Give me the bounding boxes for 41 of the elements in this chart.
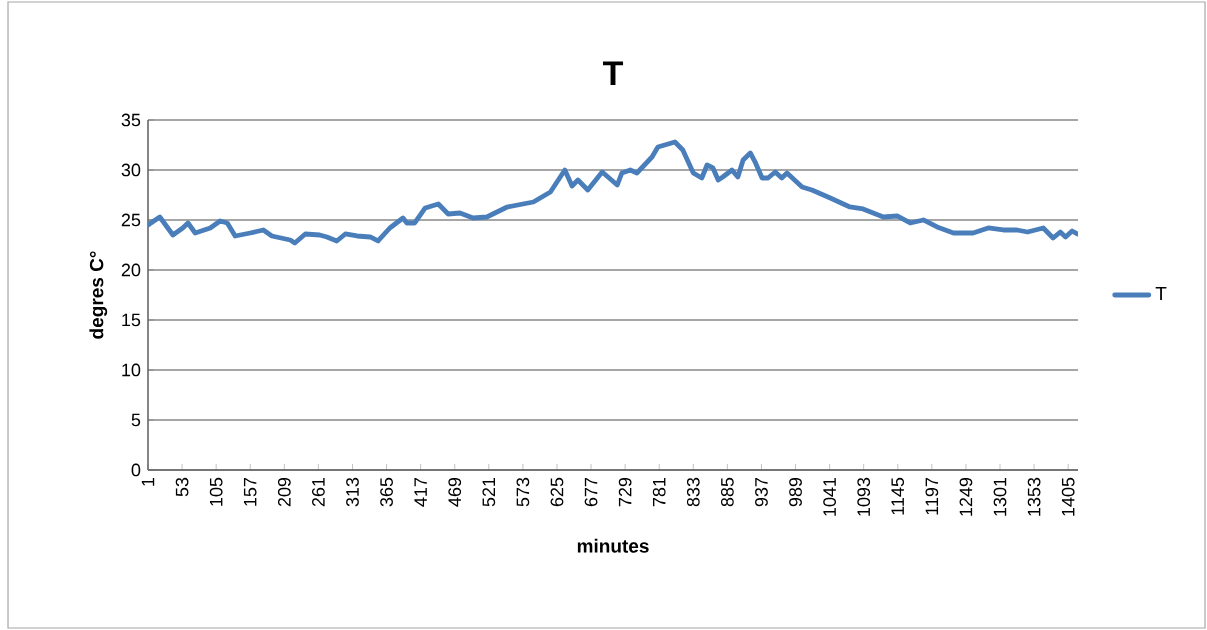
x-axis-title: minutes [577, 538, 649, 553]
x-tick-label: 105 [209, 477, 223, 506]
x-tick-label: 989 [789, 477, 802, 507]
x-tick-label: 209 [277, 477, 291, 507]
y-tick-label: 5 [131, 413, 141, 427]
y-axis-title: degres C° [89, 251, 108, 339]
x-tick-label: 417 [414, 477, 427, 507]
x-tick-label: 833 [686, 477, 700, 507]
x-tick-label: 885 [720, 477, 734, 507]
x-tick-label: 1197 [925, 477, 939, 515]
x-tick-label: 781 [652, 477, 666, 507]
x-tick-label: 1145 [891, 477, 905, 515]
x-tick-label: 1 [141, 477, 155, 486]
x-tick-label: 1249 [959, 477, 973, 516]
x-tick-label: 157 [243, 477, 257, 506]
y-tick-label: 0 [131, 463, 141, 477]
x-tick-label: 677 [584, 477, 598, 507]
x-tick-label: 1353 [1027, 477, 1041, 516]
x-tick-label: 469 [448, 477, 462, 507]
y-tick-label: 15 [122, 313, 141, 327]
x-tick-label: 1041 [823, 477, 836, 516]
x-tick-label: 937 [755, 477, 768, 507]
x-tick-label: 1301 [993, 477, 1007, 516]
line-series [148, 139, 1078, 246]
y-tick-label: 20 [121, 263, 141, 277]
x-tick-label: 53 [175, 477, 189, 497]
x-tick-label: 261 [312, 477, 325, 507]
x-tick-label: 625 [550, 477, 564, 507]
y-tick-label: 10 [122, 363, 141, 377]
legend-label: T [1155, 286, 1167, 301]
x-tick-label: 521 [482, 477, 496, 507]
y-tick-label: 30 [121, 163, 141, 177]
y-tick-label: 25 [121, 213, 141, 227]
x-tick-label: 1405 [1061, 477, 1075, 516]
x-tick-label: 365 [380, 477, 393, 507]
x-tick-label: 573 [516, 477, 530, 507]
y-tick-label: 35 [121, 113, 141, 127]
x-tick-label: 313 [346, 477, 359, 507]
x-tick-label: 1093 [857, 477, 871, 516]
x-tick-label: 729 [618, 477, 632, 507]
chart-title: T [602, 61, 624, 85]
